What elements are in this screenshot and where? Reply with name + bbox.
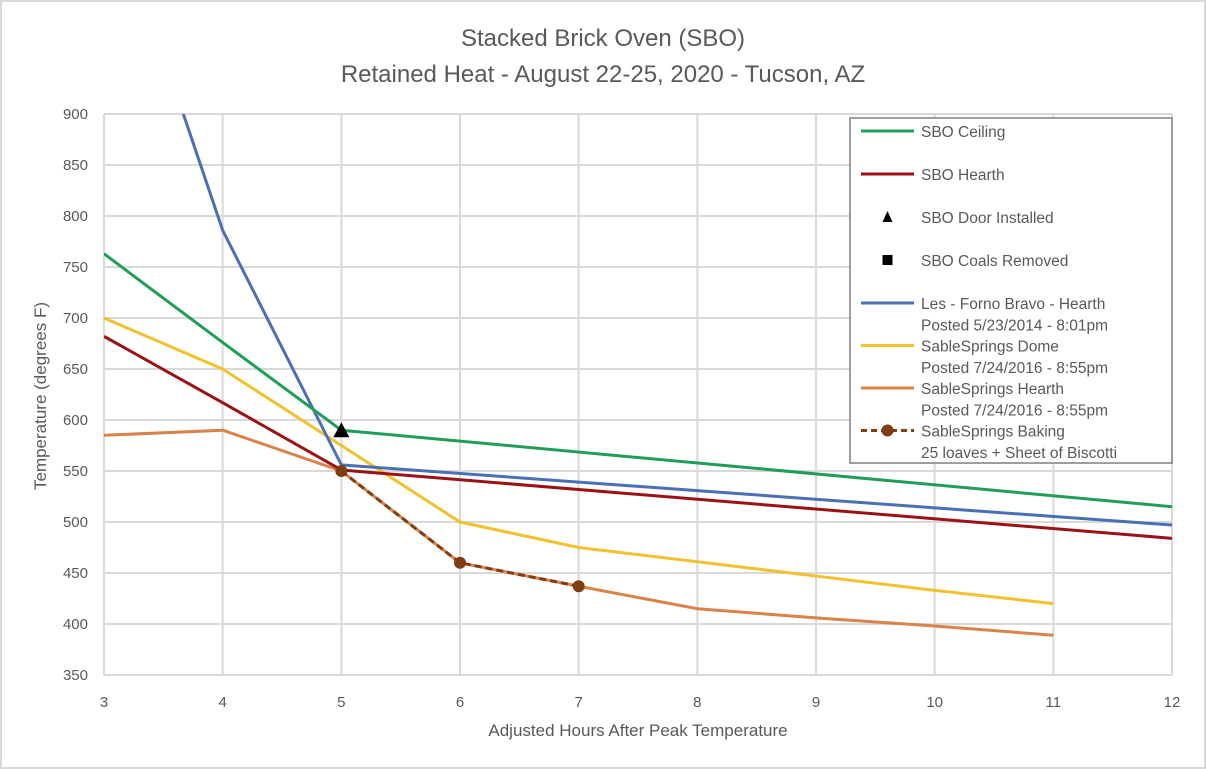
y-tick-label: 600 — [63, 412, 88, 429]
triangle-icon — [882, 211, 893, 222]
x-tick-label: 4 — [218, 694, 226, 711]
y-tick-label: 800 — [63, 208, 88, 225]
y-tick-label: 450 — [63, 565, 88, 582]
x-tick-label: 3 — [100, 694, 108, 711]
data-point-sablesprings-baking — [454, 556, 466, 569]
legend-item-sbo-door-installed[interactable]: SBO Door Installed — [882, 210, 1054, 227]
y-axis-label: Temperature (degrees F) — [31, 302, 50, 490]
marker-layer — [333, 422, 585, 593]
y-tick-label: 900 — [63, 106, 88, 123]
series-line-les-forno-bravo-hearth — [181, 114, 1172, 527]
legend-label: 25 loaves + Sheet of Biscotti — [921, 445, 1117, 462]
x-tick-label: 9 — [812, 694, 820, 711]
legend-item-les-forno-bravo-hearth[interactable]: Les - Forno Bravo - Hearth Posted 5/23/20… — [861, 296, 1108, 334]
x-tick-label: 10 — [926, 694, 943, 711]
chart-title: Stacked Brick Oven (SBO) — [461, 25, 745, 52]
legend-swatch-marker — [881, 424, 894, 437]
y-tick-label: 650 — [63, 361, 88, 378]
legend-item-sablesprings-dome[interactable]: SableSprings Dome Posted 7/24/2016 - 8:55… — [861, 339, 1108, 377]
x-axis-ticks: 3 4 5 6 7 8 9 10 11 12 — [100, 694, 1181, 711]
legend-label: SBO Door Installed — [921, 210, 1054, 227]
legend-item-sbo-ceiling[interactable]: SBO Ceiling — [861, 124, 1005, 141]
y-tick-label: 550 — [63, 463, 88, 480]
data-point-sablesprings-baking — [335, 465, 348, 477]
data-point-sablesprings-baking — [572, 580, 585, 593]
y-tick-label: 350 — [63, 667, 88, 684]
x-tick-label: 6 — [456, 694, 464, 711]
x-tick-label: 11 — [1046, 694, 1062, 711]
chart-subtitle: Retained Heat - August 22-25, 2020 - Tuc… — [341, 61, 865, 88]
square-icon — [882, 255, 893, 265]
x-tick-label: 12 — [1164, 694, 1181, 711]
y-tick-label: 400 — [63, 616, 88, 633]
legend-label: Les - Forno Bravo - Hearth — [921, 296, 1105, 313]
y-tick-label: 750 — [63, 259, 88, 276]
x-tick-label: 7 — [574, 694, 582, 711]
legend-item-sablesprings-hearth[interactable]: SableSprings Hearth Posted 7/24/2016 - 8:… — [861, 381, 1108, 419]
y-axis-ticks: 350 400 450 500 550 600 650 700 750 800 850 900 — [63, 106, 88, 684]
data-point-sbo-door-installed — [333, 422, 350, 438]
y-tick-label: 500 — [63, 514, 88, 531]
legend-label: SBO Hearth — [921, 167, 1005, 184]
series-line-sbo-ceiling — [104, 252, 1172, 509]
series-line-sbo-hearth — [104, 335, 1172, 540]
x-tick-label: 8 — [693, 694, 701, 711]
series-line-sablesprings-dome — [104, 316, 1054, 606]
y-tick-label: 700 — [63, 310, 88, 327]
x-tick-label: 5 — [337, 694, 345, 711]
series-line-sablesprings-baking — [340, 469, 579, 588]
legend-label: SBO Ceiling — [921, 124, 1005, 141]
x-axis-label: Adjusted Hours After Peak Temperature — [488, 721, 787, 740]
legend-label: SBO Coals Removed — [921, 253, 1068, 270]
legend-item-sbo-hearth[interactable]: SBO Hearth — [861, 167, 1005, 184]
legend-label: Posted 7/24/2016 - 8:55pm — [921, 402, 1108, 419]
legend-label: SableSprings Baking — [921, 424, 1065, 441]
y-tick-label: 850 — [63, 157, 88, 174]
gridlines — [103, 113, 1173, 676]
legend-item-sablesprings-baking[interactable]: SableSprings Baking 25 loaves + Sheet of … — [861, 424, 1117, 462]
legend-label: SableSprings Dome — [921, 339, 1059, 356]
legend-item-sbo-coals-removed[interactable]: SBO Coals Removed — [882, 253, 1069, 270]
legend-label: SableSprings Hearth — [921, 381, 1064, 398]
series-layer — [104, 114, 1172, 637]
legend-label: Posted 7/24/2016 - 8:55pm — [921, 360, 1108, 377]
legend-label: Posted 5/23/2014 - 8:01pm — [921, 317, 1108, 334]
legend: SBO Ceiling SBO Hearth SBO Door Installed S… — [849, 117, 1173, 464]
